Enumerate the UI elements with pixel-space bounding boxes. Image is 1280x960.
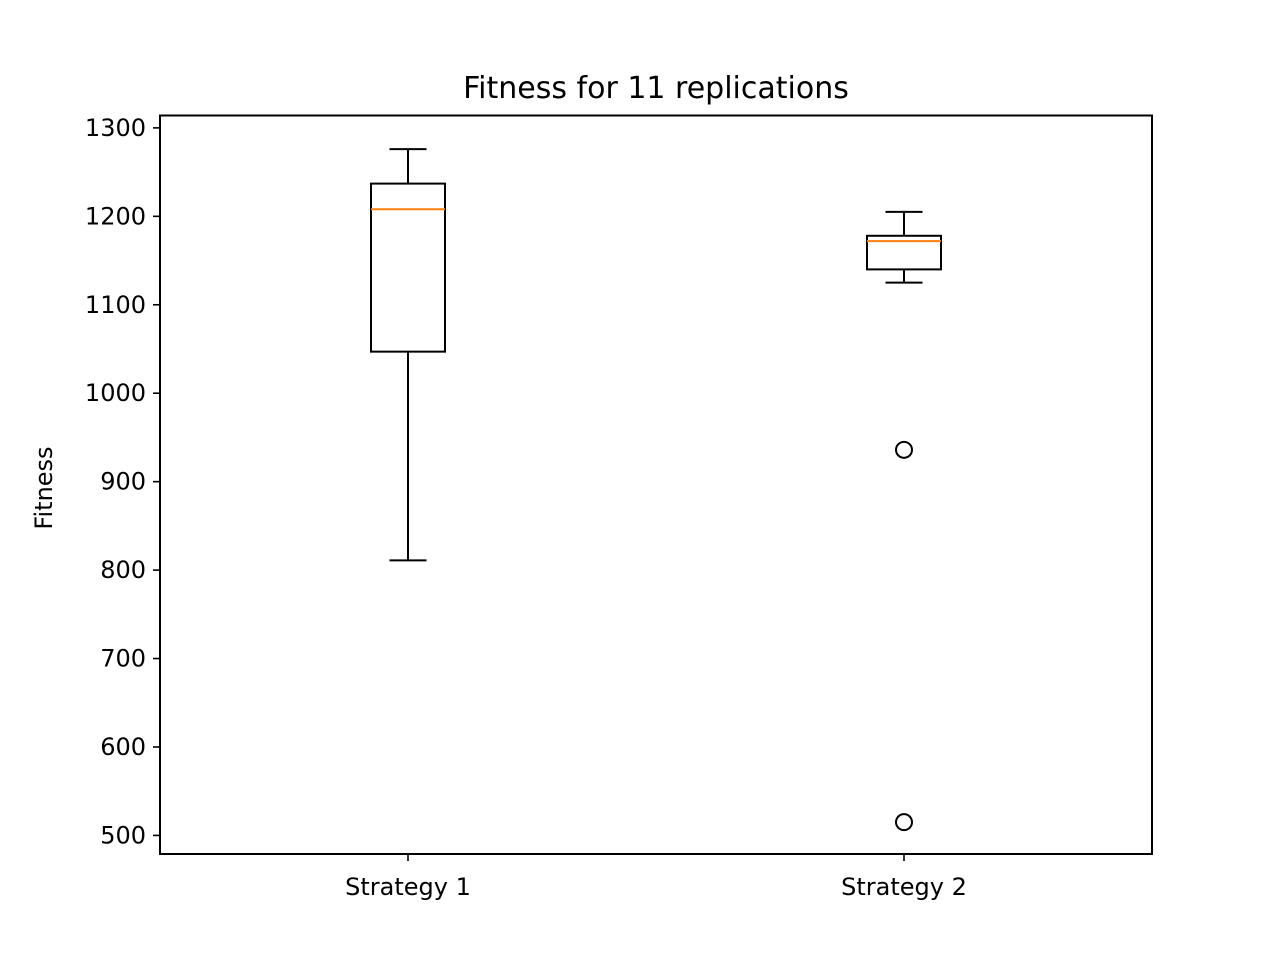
outlier-point (895, 813, 913, 832)
x-tick-label: Strategy 2 (841, 873, 967, 901)
y-tick-label: 1100 (85, 291, 146, 319)
y-tick-label: 900 (100, 468, 146, 496)
plot-frame (159, 114, 1153, 855)
x-tick-label: Strategy 1 (345, 873, 471, 901)
y-tick-label: 500 (100, 821, 146, 849)
y-tick-label: 1300 (85, 114, 146, 142)
box (866, 234, 942, 271)
y-axis-label: Fitness (30, 446, 58, 529)
y-tick-label: 600 (100, 733, 146, 761)
y-tick-label: 800 (100, 556, 146, 584)
plot-area: 500 600 700 800 900 1000 1100 1200 1300 Strategy … (85, 114, 967, 901)
chart-title: Fitness for 11 replications (463, 71, 849, 106)
y-tick-label: 1000 (85, 379, 146, 407)
y-tick-label: 700 (100, 645, 146, 673)
outlier-point (895, 440, 913, 459)
box (370, 182, 446, 353)
y-tick-label: 1200 (85, 202, 146, 230)
